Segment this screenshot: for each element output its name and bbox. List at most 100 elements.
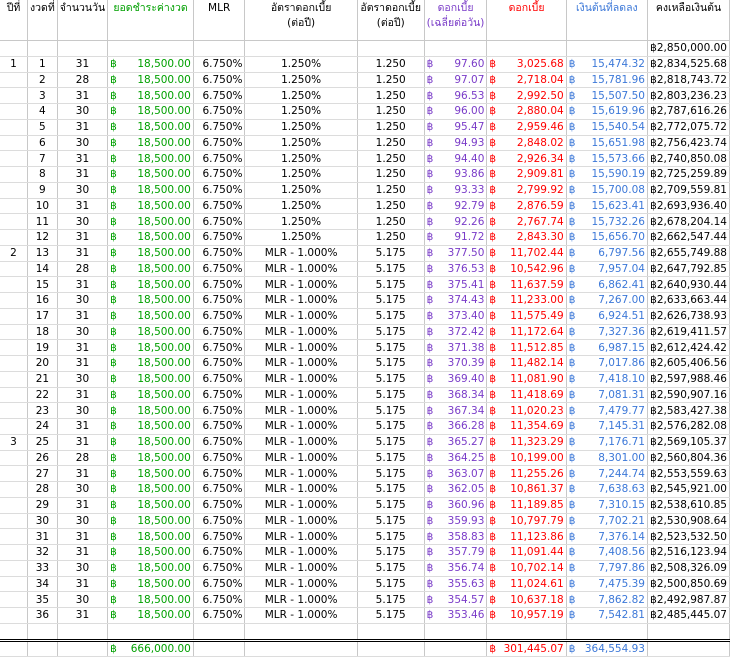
- cell-rate[interactable]: 1.250%: [244, 103, 358, 120]
- cell-year[interactable]: [0, 87, 29, 104]
- cell-year[interactable]: 3: [0, 434, 29, 451]
- cell-rate[interactable]: MLR - 1.000%: [244, 402, 358, 419]
- cell-mlr[interactable]: 6.750%: [193, 513, 246, 530]
- cell-payment[interactable]: ฿ 18,500.00: [107, 371, 194, 388]
- cell-balance[interactable]: ฿2,655,749.88: [647, 245, 730, 262]
- cell-rate[interactable]: 1.250%: [244, 166, 358, 183]
- cell-days[interactable]: 31: [57, 119, 109, 136]
- cell-daily-interest[interactable]: ฿ 91.72: [424, 229, 488, 246]
- cell-year[interactable]: [0, 528, 29, 545]
- cell-balance[interactable]: ฿2,756,423.74: [647, 135, 730, 152]
- cell-year[interactable]: [0, 150, 29, 167]
- cell-mlr[interactable]: 6.750%: [193, 591, 246, 608]
- cell-period[interactable]: 18: [27, 324, 58, 341]
- cell-period[interactable]: 21: [27, 371, 58, 388]
- cell-mlr[interactable]: 6.750%: [193, 72, 246, 89]
- cell-interest[interactable]: ฿ 2,880.04: [486, 103, 567, 120]
- cell-payment[interactable]: ฿ 18,500.00: [107, 418, 194, 435]
- cell-period[interactable]: 23: [27, 402, 58, 419]
- cell-daily-interest[interactable]: ฿ 358.83: [424, 528, 488, 545]
- cell-payment[interactable]: ฿ 18,500.00: [107, 87, 194, 104]
- cell-daily-interest[interactable]: ฿ 97.07: [424, 72, 488, 89]
- cell-principal[interactable]: ฿ 7,310.15: [566, 497, 648, 514]
- cell-daily-interest[interactable]: ฿ 367.34: [424, 402, 488, 419]
- cell-period[interactable]: 7: [27, 150, 58, 167]
- cell-principal[interactable]: ฿ 7,145.31: [566, 418, 648, 435]
- cell-balance[interactable]: ฿2,485,445.07: [647, 607, 730, 624]
- cell-interest[interactable]: ฿ 11,255.26: [486, 465, 567, 482]
- cell-days[interactable]: 31: [57, 576, 109, 593]
- cell-days[interactable]: 30: [57, 402, 109, 419]
- cell-rate[interactable]: MLR - 1.000%: [244, 276, 358, 293]
- cell-year[interactable]: [0, 119, 29, 136]
- cell-rate2[interactable]: 5.175: [357, 387, 425, 404]
- cell-interest[interactable]: ฿ 11,418.69: [486, 387, 567, 404]
- cell-rate2[interactable]: 1.250: [357, 135, 425, 152]
- cell-interest[interactable]: ฿ 2,848.02: [486, 135, 567, 152]
- cell-daily-interest[interactable]: ฿ 374.43: [424, 292, 488, 309]
- cell-balance[interactable]: ฿2,583,427.38: [647, 402, 730, 419]
- cell-balance[interactable]: ฿2,787,616.26: [647, 103, 730, 120]
- cell-mlr[interactable]: 6.750%: [193, 560, 246, 577]
- cell-payment[interactable]: ฿ 18,500.00: [107, 119, 194, 136]
- cell-days[interactable]: 31: [57, 418, 109, 435]
- cell-daily-interest[interactable]: ฿ 359.93: [424, 513, 488, 530]
- cell-payment[interactable]: ฿ 18,500.00: [107, 402, 194, 419]
- cell-days[interactable]: 30: [57, 182, 109, 199]
- cell-interest[interactable]: ฿ 2,959.46: [486, 119, 567, 136]
- cell-payment[interactable]: ฿ 18,500.00: [107, 166, 194, 183]
- cell-mlr[interactable]: 6.750%: [193, 339, 246, 356]
- cell-period[interactable]: 6: [27, 135, 58, 152]
- cell-principal[interactable]: ฿ 7,479.77: [566, 402, 648, 419]
- cell-rate[interactable]: MLR - 1.000%: [244, 450, 358, 467]
- cell-payment[interactable]: ฿ 18,500.00: [107, 229, 194, 246]
- cell-year[interactable]: [0, 166, 29, 183]
- cell-interest[interactable]: ฿ 10,199.00: [486, 450, 567, 467]
- cell-year[interactable]: [0, 481, 29, 498]
- cell-rate2[interactable]: 1.250: [357, 198, 425, 215]
- cell-year[interactable]: [0, 591, 29, 608]
- cell-payment[interactable]: ฿ 18,500.00: [107, 528, 194, 545]
- cell-rate2[interactable]: 5.175: [357, 607, 425, 624]
- cell-period[interactable]: 28: [27, 481, 58, 498]
- cell-mlr[interactable]: 6.750%: [193, 135, 246, 152]
- cell-balance[interactable]: ฿2,560,804.36: [647, 450, 730, 467]
- cell-year[interactable]: [0, 324, 29, 341]
- cell-principal[interactable]: ฿ 7,267.00: [566, 292, 648, 309]
- cell-mlr[interactable]: 6.750%: [193, 166, 246, 183]
- cell-mlr[interactable]: 6.750%: [193, 434, 246, 451]
- cell-rate2[interactable]: 5.175: [357, 371, 425, 388]
- cell-year[interactable]: 2: [0, 245, 29, 262]
- cell-balance[interactable]: ฿2,818,743.72: [647, 72, 730, 89]
- cell-period[interactable]: 31: [27, 528, 58, 545]
- cell-rate2[interactable]: 5.175: [357, 339, 425, 356]
- cell-principal[interactable]: ฿ 7,017.86: [566, 355, 648, 372]
- cell-interest[interactable]: ฿ 2,843.30: [486, 229, 567, 246]
- cell-daily-interest[interactable]: ฿ 353.46: [424, 607, 488, 624]
- cell-payment[interactable]: ฿ 18,500.00: [107, 450, 194, 467]
- cell-rate2[interactable]: 5.175: [357, 308, 425, 325]
- cell-interest[interactable]: ฿ 11,512.85: [486, 339, 567, 356]
- cell-balance[interactable]: ฿2,530,908.64: [647, 513, 730, 530]
- cell-payment[interactable]: ฿ 18,500.00: [107, 198, 194, 215]
- cell-year[interactable]: [0, 513, 29, 530]
- cell-principal[interactable]: ฿ 7,702.21: [566, 513, 648, 530]
- cell-balance[interactable]: ฿2,569,105.37: [647, 434, 730, 451]
- cell-interest[interactable]: ฿ 10,542.96: [486, 261, 567, 278]
- cell-year[interactable]: [0, 261, 29, 278]
- cell-year[interactable]: [0, 560, 29, 577]
- cell-days[interactable]: 28: [57, 261, 109, 278]
- cell-rate[interactable]: MLR - 1.000%: [244, 355, 358, 372]
- total-principal[interactable]: ฿ 364,554.93: [566, 638, 648, 657]
- cell-payment[interactable]: ฿ 18,500.00: [107, 308, 194, 325]
- cell-interest[interactable]: ฿ 11,482.14: [486, 355, 567, 372]
- cell-days[interactable]: 30: [57, 371, 109, 388]
- cell-rate2[interactable]: 5.175: [357, 481, 425, 498]
- cell-balance[interactable]: ฿2,678,204.14: [647, 213, 730, 230]
- cell-period[interactable]: 19: [27, 339, 58, 356]
- cell-rate[interactable]: MLR - 1.000%: [244, 528, 358, 545]
- cell-days[interactable]: 31: [57, 276, 109, 293]
- cell-principal[interactable]: ฿ 7,957.04: [566, 261, 648, 278]
- cell-payment[interactable]: ฿ 18,500.00: [107, 513, 194, 530]
- cell-principal[interactable]: ฿ 15,507.50: [566, 87, 648, 104]
